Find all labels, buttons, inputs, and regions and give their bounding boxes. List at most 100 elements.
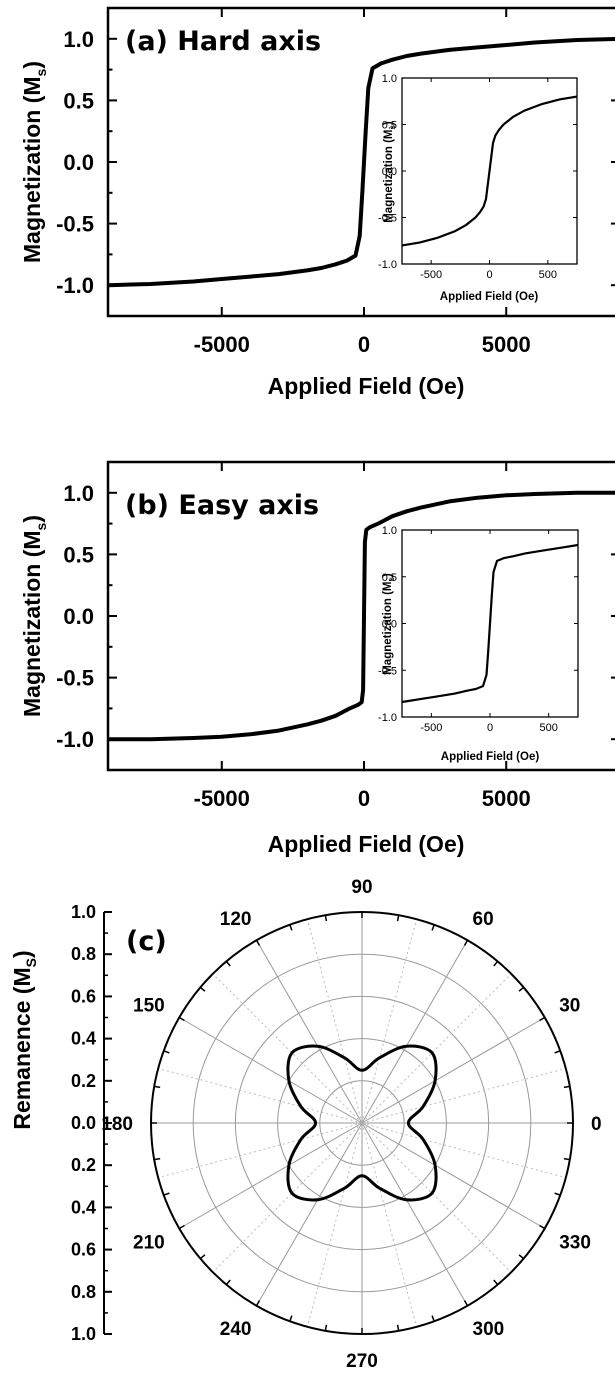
polar-angle-label: 300: [473, 1319, 505, 1340]
panel-c-polar-remanence: 1.0 0.8 0.6 0.4 0.2 0.0 0.2 0.4 0.6 0.8 1.0 0 30 60 9…: [9, 877, 602, 1372]
polar-grid-spoke-minor: [158, 1067, 363, 1124]
y-tick-label: 0.0: [382, 166, 397, 178]
y-tick-label: -0.5: [378, 665, 397, 677]
polar-grid-spoke-minor: [361, 1122, 418, 1327]
x-tick-label: -5000: [194, 786, 250, 811]
polar-angle-tick: [563, 1085, 570, 1089]
polar-angle-tick: [178, 1224, 185, 1230]
r-tick-label: 0.6: [71, 986, 96, 1006]
panel-b-inset-y-axis-label-main: Magnetization (M: [382, 582, 394, 675]
polar-grid-spoke-minor: [361, 1122, 512, 1273]
y-tick-label: 0.0: [382, 619, 397, 631]
r-tick-label: 0.6: [71, 1240, 96, 1260]
polar-grid-spoke-minor: [361, 1067, 566, 1124]
y-tick-label: 1.0: [63, 481, 94, 506]
polar-grid-spoke: [361, 1017, 545, 1124]
polar-grid-spoke: [361, 1122, 545, 1229]
panel-b-inset-chart: -1.0 -0.5 0.0 0.5 1.0 -500 0 500 Applied Field…: [378, 525, 579, 763]
y-tick-label: 0.0: [63, 604, 94, 629]
panel-b-y-axis-label-main: Magnetization (M: [19, 530, 45, 717]
polar-angle-tick: [225, 1279, 231, 1286]
polar-grid-spoke-minor: [306, 919, 363, 1124]
panel-b-x-axis-label: Applied Field (Oe): [268, 831, 465, 857]
panel-a-inset-chart: -1.0 -0.5 0.0 0.5 1.0 -500 0 500 Applied Field…: [378, 73, 578, 303]
polar-grid-spoke-minor: [361, 919, 418, 1124]
polar-angle-label: 330: [559, 1233, 591, 1254]
panel-a-inset-x-ticks: -500 0 500: [420, 78, 557, 281]
panel-a-label: (a) Hard axis: [125, 26, 321, 57]
polar-angle-tick: [289, 924, 293, 931]
polar-angle-tick: [563, 1157, 570, 1161]
y-tick-label: 1.0: [382, 73, 397, 85]
panel-c-r-axis-label-sub: S: [23, 958, 39, 967]
polar-grid-spoke: [179, 1017, 363, 1124]
polar-angle-label: 120: [220, 909, 252, 930]
polar-angle-tick: [493, 1279, 499, 1286]
polar-angle-tick: [289, 1315, 293, 1322]
y-tick-label: 0.5: [63, 88, 94, 113]
polar-angle-tick: [396, 1324, 400, 1331]
panel-a-main-curve: [107, 36, 615, 288]
polar-grid-spoke-minor: [306, 1122, 363, 1327]
panel-a-x-axis-label: Applied Field (Oe): [268, 373, 465, 399]
y-tick-label: -0.5: [56, 666, 94, 691]
panel-c-outer-circle: [150, 911, 574, 1335]
r-tick-label: 0.8: [71, 944, 96, 964]
panel-a-y-axis-label: Magnetization (Ms): [19, 61, 49, 263]
panel-b-inset-y-axis-label-sub: s: [387, 577, 396, 582]
polar-angle-tick: [178, 1016, 185, 1022]
polar-angle-tick: [255, 1300, 261, 1307]
polar-grid-spoke-minor: [361, 1122, 566, 1179]
polar-grid-spoke-minor: [212, 973, 363, 1124]
polar-angle-tick: [324, 915, 328, 922]
y-tick-label: 0.5: [382, 572, 397, 584]
polar-angle-tick: [431, 924, 435, 931]
polar-angle-label: 30: [559, 996, 580, 1017]
panel-a-y-axis-label-main: Magnetization (M: [19, 76, 45, 263]
panel-a-inset-y-axis-label-sub: s: [388, 125, 397, 130]
y-tick-label: 0.5: [382, 120, 397, 132]
panel-a-y-ticks: -1.0 -0.5 0.0 0.5 1.0: [56, 27, 615, 298]
panel-a-inset-y-axis-label: Magnetization (Ms): [383, 121, 397, 223]
r-tick-label: 0.2: [71, 1071, 96, 1091]
panel-b-inset-y-axis-label: Magnetization (Ms): [382, 573, 396, 675]
panel-b-inset-x-axis-label: Applied Field (Oe): [441, 751, 540, 763]
panel-c-angle-labels: 0 30 60 90 120 150 180 210 240 270 300 330: [101, 877, 601, 1372]
panel-b-y-axis-label-sub: s: [33, 522, 49, 530]
y-tick-label: -1.0: [56, 273, 94, 298]
polar-grid-spoke-minor: [361, 973, 512, 1124]
panel-a-inset-y-axis-label-main: Magnetization (M: [383, 130, 395, 223]
panel-c-label: (c): [126, 926, 167, 957]
r-tick-label: 1.0: [71, 902, 96, 922]
polar-grid-spoke: [361, 1122, 468, 1306]
panel-a-x-ticks: -5000 0 5000: [194, 8, 531, 357]
polar-grid-spoke-minor: [158, 1122, 363, 1179]
polar-grid-spoke: [256, 940, 363, 1124]
panel-b-inset-y-ticks: -1.0 -0.5 0.0 0.5 1.0: [378, 525, 578, 724]
polar-angle-tick: [255, 939, 261, 946]
polar-angle-tick: [463, 939, 469, 946]
r-tick-label: 0.4: [71, 1029, 96, 1049]
panel-c-remanence-curve: [286, 1044, 438, 1202]
panel-b-inset-x-ticks: -500 0 500: [420, 530, 558, 734]
panel-a-y-axis-label-sub: s: [33, 68, 49, 76]
x-tick-label: -5000: [194, 332, 250, 357]
polar-angle-tick: [163, 1050, 170, 1054]
r-tick-label: 0.2: [71, 1155, 96, 1175]
polar-grid-spoke: [361, 940, 468, 1124]
panel-a-y-axis-label-close: ): [19, 61, 45, 69]
polar-angle-tick: [324, 1324, 328, 1331]
x-tick-label: 0: [486, 269, 492, 281]
polar-angle-tick: [463, 1300, 469, 1307]
x-tick-label: 5000: [482, 332, 531, 357]
panel-c-r-axis-label-close: ): [9, 950, 35, 958]
x-tick-label: 500: [539, 722, 557, 734]
polar-angle-tick: [554, 1050, 561, 1054]
panel-b-easy-axis: -1.0-0.50.00.51.0 -5000 0 5000 (b) Easy ax…: [19, 460, 615, 857]
polar-angle-label: 240: [220, 1319, 252, 1340]
y-tick-label: -1.0: [378, 259, 397, 271]
r-tick-label: 0.8: [71, 1282, 96, 1302]
panel-a-inset-x-axis-label: Applied Field (Oe): [440, 291, 539, 303]
panel-b-label: (b) Easy axis: [125, 490, 319, 521]
